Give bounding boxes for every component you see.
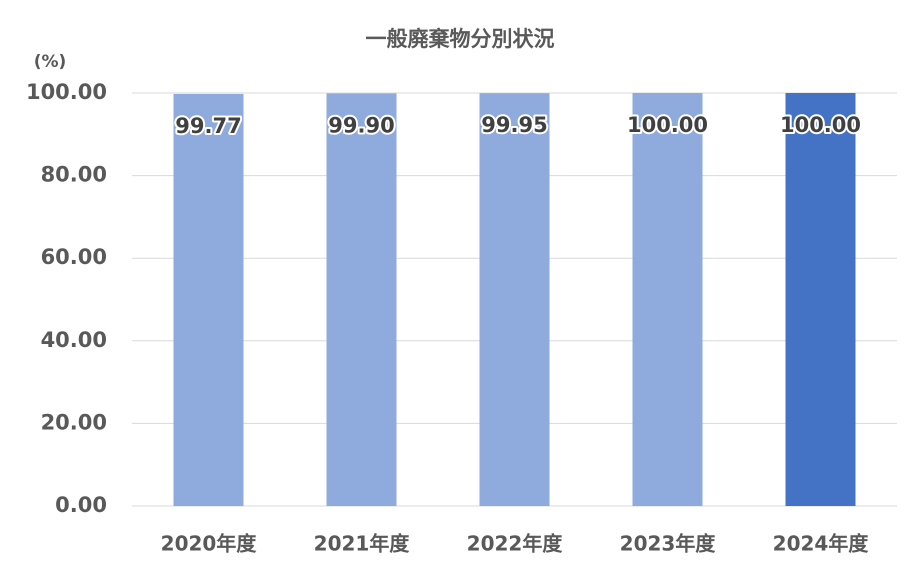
x-tick-label: 2022年度 xyxy=(467,532,564,556)
data-label: 100.00 xyxy=(780,113,861,137)
data-label: 100.00 xyxy=(627,113,708,137)
bar xyxy=(326,93,397,507)
data-label: 99.95 xyxy=(481,113,547,137)
y-tick-label: 100.00 xyxy=(26,80,107,104)
y-tick-label: 20.00 xyxy=(41,410,107,434)
x-tick-label: 2021年度 xyxy=(314,532,411,556)
data-label: 99.90 xyxy=(328,113,394,137)
bar xyxy=(173,93,244,507)
chart-title: 一般廃棄物分別状況 xyxy=(366,27,555,51)
y-tick-label: 0.00 xyxy=(55,493,107,517)
x-tick-label: 2020年度 xyxy=(161,532,258,556)
y-tick-label: 40.00 xyxy=(41,328,107,352)
bar xyxy=(785,93,856,506)
bar xyxy=(479,93,550,507)
bar xyxy=(632,93,703,506)
y-axis-label: (%) xyxy=(34,52,67,72)
data-label: 99.77 xyxy=(175,114,241,138)
x-tick-label: 2024年度 xyxy=(773,532,870,556)
y-tick-label: 60.00 xyxy=(41,245,107,269)
x-tick-label: 2023年度 xyxy=(620,532,717,556)
y-tick-label: 80.00 xyxy=(41,163,107,187)
